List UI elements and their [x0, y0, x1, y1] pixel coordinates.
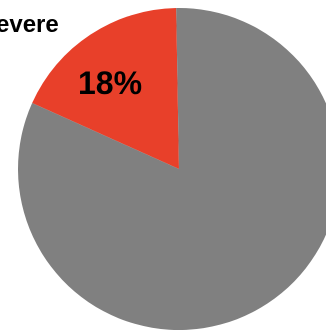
pie-slice-other	[18, 8, 326, 330]
pie-slices	[18, 8, 326, 330]
pie-slice-severe	[32, 8, 180, 169]
slice-value-label-severe: 18%	[78, 65, 142, 101]
slice-category-label-severe: evere	[0, 11, 59, 38]
